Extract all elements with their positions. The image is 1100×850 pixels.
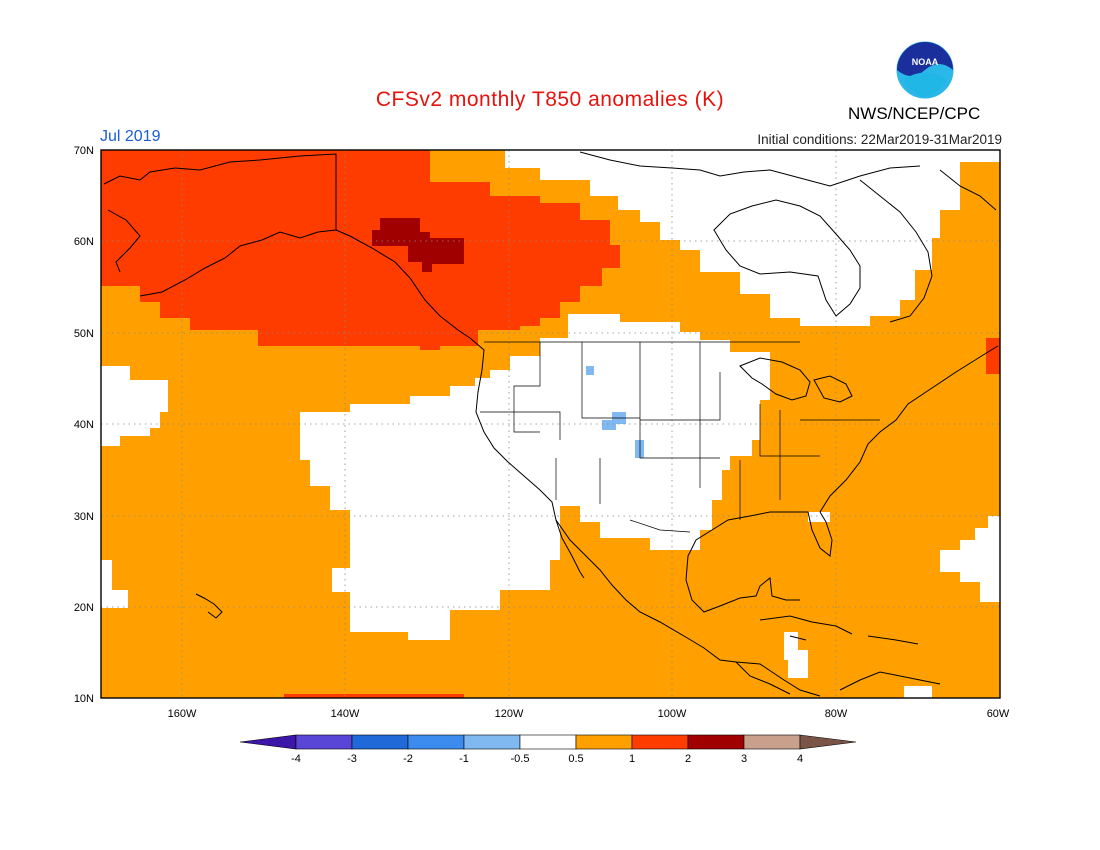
colorbar-tick-label: -0.5 — [511, 753, 530, 765]
noaa-logo-icon: NOAA — [895, 40, 955, 100]
valid-month-label: Jul 2019 — [100, 128, 161, 145]
color-bar: -4 -3 -2 -1 -0.5 0.5 1 2 3 4 — [239, 734, 857, 765]
agency-label: NWS/NCEP/CPC — [848, 104, 981, 123]
lon-label-140w: 140W — [331, 708, 360, 720]
lon-label-100w: 100W — [658, 708, 687, 720]
lat-label-50: 50N — [74, 328, 94, 340]
neutral-region-far-west — [101, 560, 128, 608]
colorbar-tick-label: 1 — [629, 753, 635, 765]
initial-conditions-label: Initial conditions: 22Mar2019-31Mar2019 — [757, 132, 1002, 147]
map-area — [100, 149, 1001, 699]
red-anomaly-region — [101, 150, 620, 350]
latitude-labels: 70N 60N 50N 40N 30N 20N 10N — [74, 145, 94, 705]
neutral-region-canada — [505, 150, 1000, 326]
neutral-patch-florida — [808, 512, 830, 522]
lat-label-30: 30N — [74, 511, 94, 523]
colorbar-segment — [295, 734, 353, 750]
neutral-region-conus-pacific — [300, 314, 770, 640]
red-patch-east — [986, 338, 1000, 374]
lon-label-120w: 120W — [495, 708, 524, 720]
colorbar-segment — [575, 734, 633, 750]
colorbar-tick-label: 3 — [741, 753, 747, 765]
neutral-region-hawaii-west — [101, 366, 168, 446]
lat-label-20: 20N — [74, 602, 94, 614]
colorbar-tick-label: 4 — [797, 753, 803, 765]
colorbar-segment — [351, 734, 409, 750]
colorbar-segment — [463, 734, 521, 750]
logo-lettering: NOAA — [912, 57, 939, 67]
lat-label-70: 70N — [74, 145, 94, 157]
lat-label-60: 60N — [74, 236, 94, 248]
negative-anomaly-cell — [602, 420, 616, 430]
colorbar-tick-label: -2 — [403, 753, 413, 765]
lat-label-40: 40N — [74, 419, 94, 431]
colorbar-segment — [239, 734, 297, 750]
neutral-region-atlantic-east — [940, 516, 1000, 602]
negative-anomaly-cell — [635, 440, 644, 458]
map-frame — [100, 149, 1001, 699]
neutral-patch-south — [904, 686, 932, 698]
political-boundaries — [480, 341, 880, 533]
colorbar-tick-label: -3 — [347, 753, 357, 765]
lon-label-60w: 60W — [987, 708, 1010, 720]
graticule — [101, 150, 1000, 698]
neutral-patch-caribbean — [784, 632, 808, 678]
colorbar-segment — [799, 734, 857, 750]
colorbar-segment — [743, 734, 801, 750]
lon-label-160w: 160W — [168, 708, 197, 720]
colorbar-segment — [519, 734, 577, 750]
colorbar-segment — [687, 734, 745, 750]
colorbar-tick-label: -1 — [459, 753, 469, 765]
colorbar-tick-label: 2 — [685, 753, 691, 765]
colorbar-tick-label: 0.5 — [568, 753, 583, 765]
red-strip-bottom — [284, 694, 464, 698]
coastlines — [103, 151, 999, 697]
colorbar-tick-label: -4 — [291, 753, 301, 765]
dark-red-anomaly-core — [372, 218, 464, 272]
colorbar-segment — [407, 734, 465, 750]
lat-label-10: 10N — [74, 693, 94, 705]
longitude-labels: 160W 140W 120W 100W 80W 60W — [168, 708, 1010, 720]
colorbar-segment — [631, 734, 689, 750]
chart-title: CFSv2 monthly T850 anomalies (K) — [375, 88, 725, 111]
negative-anomaly-cell — [586, 366, 594, 375]
lon-label-80w: 80W — [825, 708, 848, 720]
